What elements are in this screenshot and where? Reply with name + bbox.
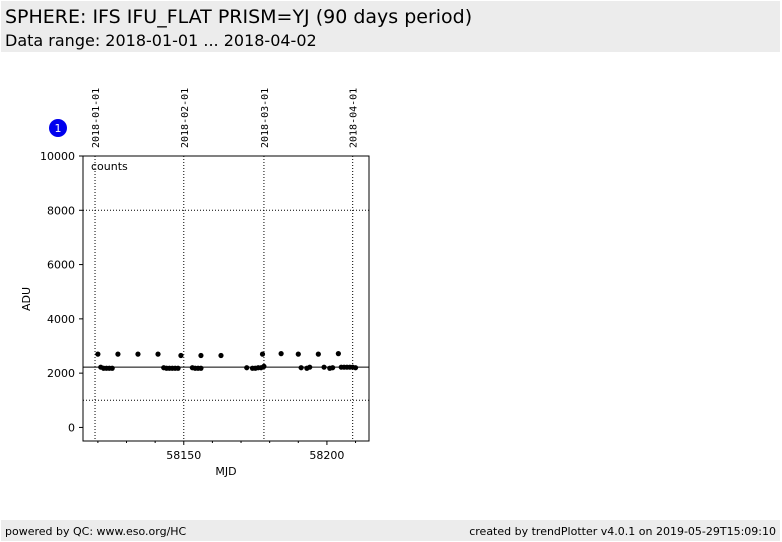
footer-created: created by trendPlotter v4.0.1 on 2019-0… [469, 525, 776, 538]
data-point [95, 351, 101, 357]
axis-labels: counts MJD ADU [20, 160, 237, 478]
data-range-subtitle: Data range: 2018-01-01 ... 2018-04-02 [5, 31, 317, 50]
page-title: SPHERE: IFS IFU_FLAT PRISM=YJ (90 days p… [5, 6, 473, 28]
header-bar: SPHERE: IFS IFU_FLAT PRISM=YJ (90 days p… [1, 1, 780, 52]
counts-annotation: counts [91, 160, 128, 173]
data-point [307, 364, 313, 370]
y-tick-label: 10000 [40, 150, 75, 163]
reference-lines [83, 209, 369, 401]
data-point [115, 351, 121, 357]
panel-badge-circle [49, 119, 67, 137]
data-point [298, 365, 304, 371]
grid-layer [94, 156, 354, 441]
axis-ticks: 2018-01-01 2018-02-01 2018-03-01 2018-04-01… [40, 88, 360, 462]
y-axis-label: ADU [20, 287, 33, 311]
data-point [278, 351, 284, 357]
data-point [178, 352, 184, 359]
footer-credit: powered by QC: www.eso.org/HC [5, 525, 187, 538]
y-tick-label: 2000 [47, 367, 75, 380]
data-point [259, 351, 266, 357]
data-point [155, 351, 161, 357]
data-point [330, 365, 336, 371]
y-tick-label: 4000 [47, 313, 75, 326]
data-point [321, 364, 327, 370]
data-point [198, 352, 204, 359]
data-point [335, 351, 341, 357]
footer-bar: powered by QC: www.eso.org/HC created by… [1, 520, 780, 541]
panel-badge-number: 1 [55, 122, 62, 135]
y-tick-label: 6000 [47, 259, 75, 272]
data-point [244, 365, 250, 371]
data-point [218, 352, 224, 359]
data-point [198, 365, 204, 371]
data-point [315, 351, 321, 357]
x-axis-label: MJD [215, 465, 236, 478]
data-point [109, 365, 115, 371]
data-point [261, 363, 267, 369]
top-date-tick-label: 2018-02-01 [180, 88, 191, 148]
x-tick-label: 58150 [166, 449, 201, 462]
y-tick-label: 8000 [47, 204, 75, 217]
data-point [295, 351, 301, 357]
top-date-tick-label: 2018-04-01 [349, 88, 360, 148]
top-date-tick-label: 2018-03-01 [260, 88, 271, 148]
data-points [95, 351, 359, 371]
x-tick-label: 58200 [309, 449, 344, 462]
data-point [175, 365, 181, 371]
data-point [352, 365, 359, 371]
plot-frame [82, 155, 370, 442]
y-tick-label: 0 [68, 421, 75, 434]
panel-badge: 1 [49, 119, 67, 137]
top-date-tick-label: 2018-01-01 [91, 88, 102, 148]
data-point [135, 351, 141, 357]
